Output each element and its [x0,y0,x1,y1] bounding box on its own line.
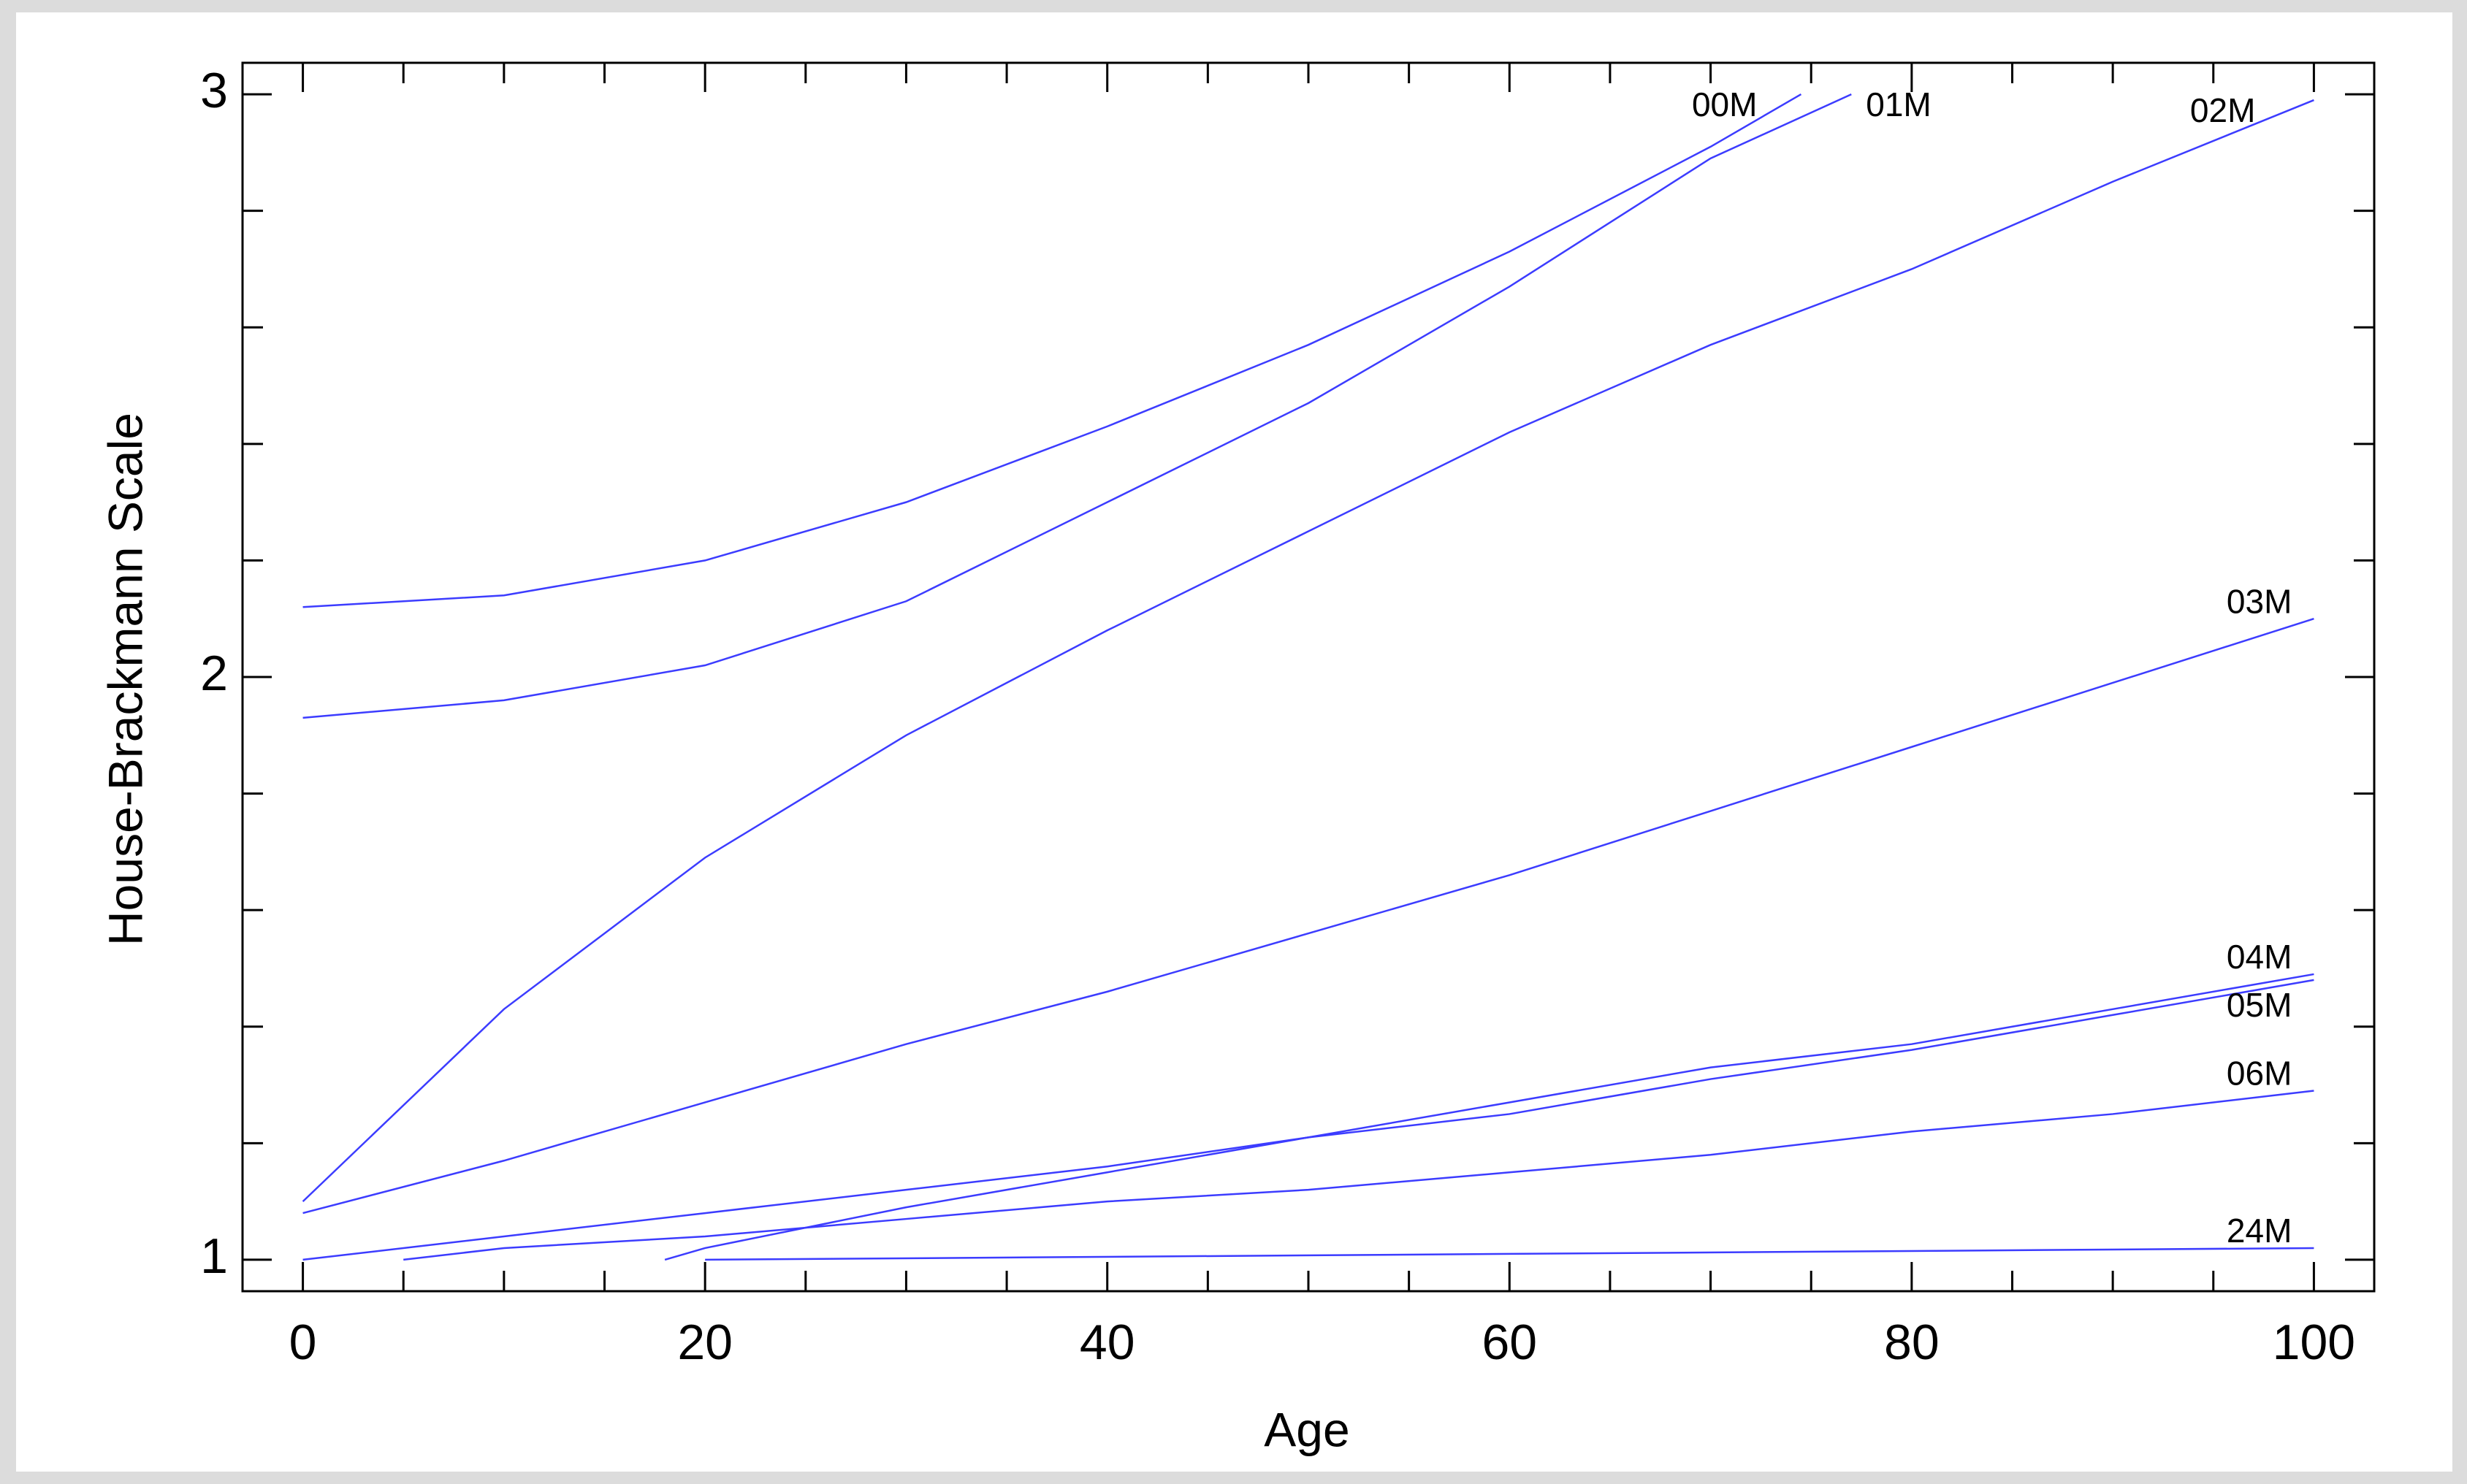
x-tick-label: 40 [1080,1315,1135,1370]
series-line [302,93,1852,719]
frame [16,12,2452,1472]
x-tick-label: 80 [1884,1315,1940,1370]
x-tick-label: 100 [2273,1315,2355,1370]
y-tick-label: 2 [200,646,228,701]
x-axis-title: Age [1264,1402,1349,1456]
series-label: 24M [2227,1212,2292,1250]
series-label: 06M [2227,1055,2292,1093]
series-label: 04M [2227,938,2292,976]
series-line [302,93,1802,608]
series-line [403,1090,2314,1261]
series-line [705,1247,2314,1261]
y-tick-label: 3 [200,63,228,118]
y-tick-label: 1 [200,1228,228,1284]
series-label: 02M [2190,91,2255,129]
series-line [302,99,2314,1203]
y-axis-title: House-Brackmann Scale [98,413,152,946]
x-tick-label: 60 [1482,1315,1537,1370]
series-label: 05M [2227,986,2292,1024]
x-tick-label: 0 [289,1315,317,1370]
series-label: 01M [1866,85,1931,123]
series-label: 03M [2227,582,2292,620]
series-line [302,618,2314,1215]
series-label: 00M [1692,85,1757,123]
x-tick-label: 20 [677,1315,733,1370]
